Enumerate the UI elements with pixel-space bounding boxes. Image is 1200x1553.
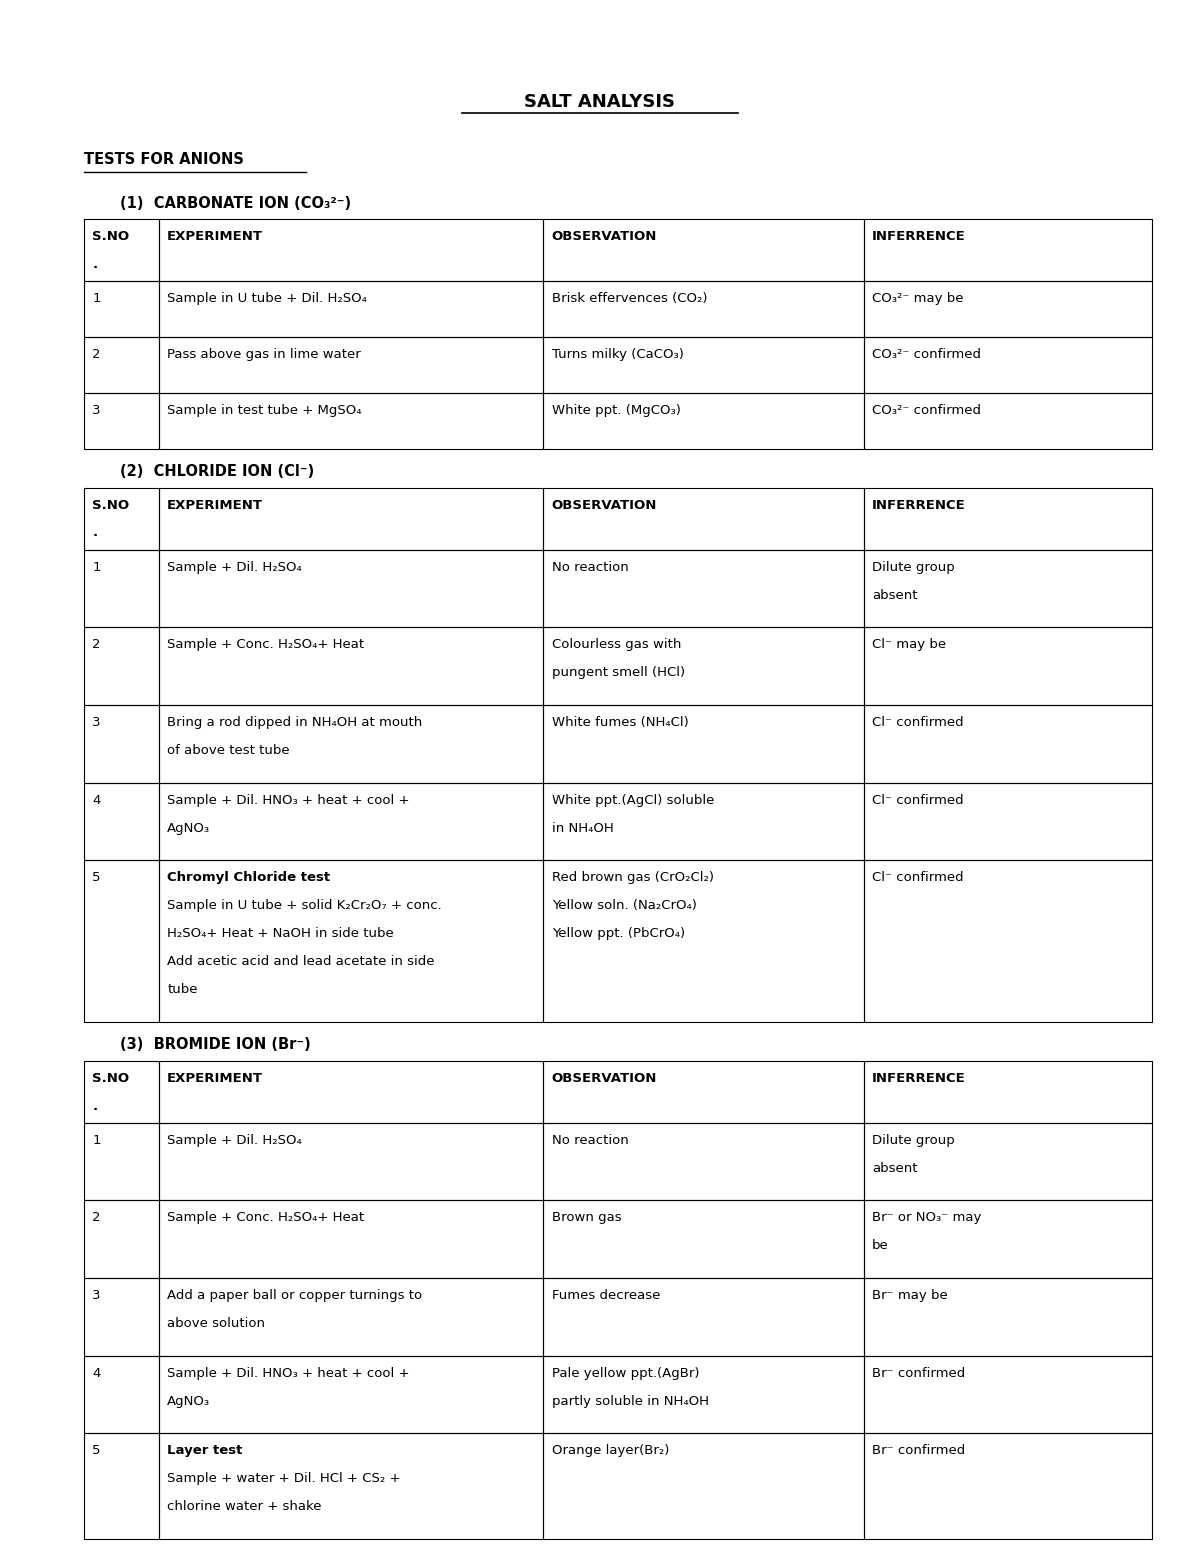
Text: CO₃²⁻ confirmed: CO₃²⁻ confirmed [872, 348, 982, 360]
Text: Sample in test tube + MgSO₄: Sample in test tube + MgSO₄ [167, 404, 361, 416]
Text: Cl⁻ confirmed: Cl⁻ confirmed [872, 716, 964, 728]
Text: 2: 2 [92, 348, 101, 360]
Text: be: be [872, 1239, 889, 1252]
Text: OBSERVATION: OBSERVATION [552, 1072, 658, 1084]
Text: Orange layer(Br₂): Orange layer(Br₂) [552, 1444, 670, 1457]
Text: 1: 1 [92, 292, 101, 304]
Text: OBSERVATION: OBSERVATION [552, 499, 658, 511]
Text: above solution: above solution [167, 1317, 265, 1329]
Text: Turns milky (CaCO₃): Turns milky (CaCO₃) [552, 348, 684, 360]
Text: .: . [92, 1100, 97, 1112]
Text: (1)  CARBONATE ION (CO₃²⁻): (1) CARBONATE ION (CO₃²⁻) [120, 196, 352, 211]
Text: Br⁻ confirmed: Br⁻ confirmed [872, 1367, 965, 1379]
Text: in NH₄OH: in NH₄OH [552, 822, 613, 834]
Text: H₂SO₄+ Heat + NaOH in side tube: H₂SO₄+ Heat + NaOH in side tube [167, 927, 394, 940]
Text: INFERRENCE: INFERRENCE [872, 230, 966, 242]
Text: No reaction: No reaction [552, 561, 629, 573]
Text: of above test tube: of above test tube [167, 744, 289, 756]
Text: .: . [92, 526, 97, 539]
Text: Sample + Dil. HNO₃ + heat + cool +: Sample + Dil. HNO₃ + heat + cool + [167, 794, 409, 806]
Text: Brown gas: Brown gas [552, 1211, 622, 1224]
Text: SALT ANALYSIS: SALT ANALYSIS [524, 93, 676, 112]
Text: Sample + water + Dil. HCl + CS₂ +: Sample + water + Dil. HCl + CS₂ + [167, 1472, 401, 1485]
Text: 1: 1 [92, 561, 101, 573]
Text: Sample + Dil. H₂SO₄: Sample + Dil. H₂SO₄ [167, 561, 302, 573]
Text: chlorine water + shake: chlorine water + shake [167, 1500, 322, 1513]
Text: partly soluble in NH₄OH: partly soluble in NH₄OH [552, 1395, 709, 1407]
Text: Dilute group: Dilute group [872, 1134, 955, 1146]
Text: Br⁻ or NO₃⁻ may: Br⁻ or NO₃⁻ may [872, 1211, 982, 1224]
Text: Layer test: Layer test [167, 1444, 242, 1457]
Text: absent: absent [872, 589, 918, 601]
Text: Br⁻ confirmed: Br⁻ confirmed [872, 1444, 965, 1457]
Text: INFERRENCE: INFERRENCE [872, 1072, 966, 1084]
Text: Yellow soln. (Na₂CrO₄): Yellow soln. (Na₂CrO₄) [552, 899, 696, 912]
Text: TESTS FOR ANIONS: TESTS FOR ANIONS [84, 152, 244, 168]
Text: 4: 4 [92, 1367, 101, 1379]
Text: Yellow ppt. (PbCrO₄): Yellow ppt. (PbCrO₄) [552, 927, 685, 940]
Text: Cl⁻ may be: Cl⁻ may be [872, 638, 946, 651]
Text: Bring a rod dipped in NH₄OH at mouth: Bring a rod dipped in NH₄OH at mouth [167, 716, 422, 728]
Text: S.NO: S.NO [92, 230, 130, 242]
Text: Cl⁻ confirmed: Cl⁻ confirmed [872, 794, 964, 806]
Text: 4: 4 [92, 794, 101, 806]
Text: absent: absent [872, 1162, 918, 1174]
Text: 3: 3 [92, 404, 101, 416]
Text: Sample + Conc. H₂SO₄+ Heat: Sample + Conc. H₂SO₄+ Heat [167, 638, 365, 651]
Text: Pass above gas in lime water: Pass above gas in lime water [167, 348, 361, 360]
Text: 5: 5 [92, 871, 101, 884]
Text: White fumes (NH₄Cl): White fumes (NH₄Cl) [552, 716, 689, 728]
Text: INFERRENCE: INFERRENCE [872, 499, 966, 511]
Text: Br⁻ may be: Br⁻ may be [872, 1289, 948, 1301]
Text: Red brown gas (CrO₂Cl₂): Red brown gas (CrO₂Cl₂) [552, 871, 714, 884]
Text: Add a paper ball or copper turnings to: Add a paper ball or copper turnings to [167, 1289, 422, 1301]
Text: AgNO₃: AgNO₃ [167, 1395, 210, 1407]
Text: (3)  BROMIDE ION (Br⁻): (3) BROMIDE ION (Br⁻) [120, 1037, 311, 1053]
Text: tube: tube [167, 983, 198, 995]
Text: Chromyl Chloride test: Chromyl Chloride test [167, 871, 330, 884]
Text: 2: 2 [92, 1211, 101, 1224]
Text: 2: 2 [92, 638, 101, 651]
Text: Dilute group: Dilute group [872, 561, 955, 573]
Text: EXPERIMENT: EXPERIMENT [167, 499, 263, 511]
Text: S.NO: S.NO [92, 1072, 130, 1084]
Text: Sample in U tube + Dil. H₂SO₄: Sample in U tube + Dil. H₂SO₄ [167, 292, 367, 304]
Text: CO₃²⁻ confirmed: CO₃²⁻ confirmed [872, 404, 982, 416]
Text: 3: 3 [92, 1289, 101, 1301]
Text: CO₃²⁻ may be: CO₃²⁻ may be [872, 292, 964, 304]
Text: 1: 1 [92, 1134, 101, 1146]
Text: No reaction: No reaction [552, 1134, 629, 1146]
Text: Sample + Dil. HNO₃ + heat + cool +: Sample + Dil. HNO₃ + heat + cool + [167, 1367, 409, 1379]
Text: Pale yellow ppt.(AgBr): Pale yellow ppt.(AgBr) [552, 1367, 700, 1379]
Text: 3: 3 [92, 716, 101, 728]
Text: Cl⁻ confirmed: Cl⁻ confirmed [872, 871, 964, 884]
Text: Sample in U tube + solid K₂Cr₂O₇ + conc.: Sample in U tube + solid K₂Cr₂O₇ + conc. [167, 899, 442, 912]
Text: S.NO: S.NO [92, 499, 130, 511]
Text: pungent smell (HCl): pungent smell (HCl) [552, 666, 685, 679]
Text: AgNO₃: AgNO₃ [167, 822, 210, 834]
Text: Sample + Dil. H₂SO₄: Sample + Dil. H₂SO₄ [167, 1134, 302, 1146]
Text: OBSERVATION: OBSERVATION [552, 230, 658, 242]
Text: Colourless gas with: Colourless gas with [552, 638, 682, 651]
Text: 5: 5 [92, 1444, 101, 1457]
Text: EXPERIMENT: EXPERIMENT [167, 1072, 263, 1084]
Text: EXPERIMENT: EXPERIMENT [167, 230, 263, 242]
Text: .: . [92, 258, 97, 270]
Text: Add acetic acid and lead acetate in side: Add acetic acid and lead acetate in side [167, 955, 434, 968]
Text: White ppt. (MgCO₃): White ppt. (MgCO₃) [552, 404, 680, 416]
Text: Brisk effervences (CO₂): Brisk effervences (CO₂) [552, 292, 707, 304]
Text: Fumes decrease: Fumes decrease [552, 1289, 660, 1301]
Text: White ppt.(AgCl) soluble: White ppt.(AgCl) soluble [552, 794, 714, 806]
Text: (2)  CHLORIDE ION (Cl⁻): (2) CHLORIDE ION (Cl⁻) [120, 464, 314, 480]
Text: Sample + Conc. H₂SO₄+ Heat: Sample + Conc. H₂SO₄+ Heat [167, 1211, 365, 1224]
